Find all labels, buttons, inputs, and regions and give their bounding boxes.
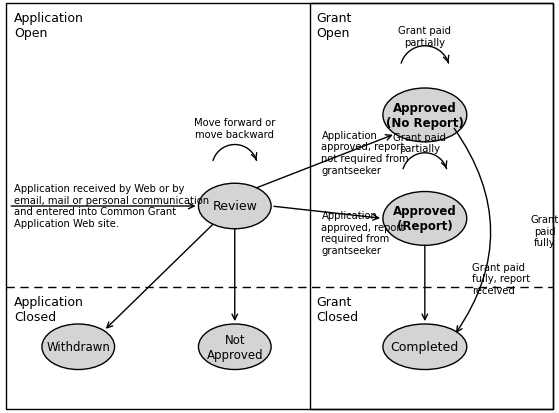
Ellipse shape [383,192,467,246]
Text: Approved
(No Report): Approved (No Report) [386,102,464,130]
Text: Grant
paid
fully: Grant paid fully [531,215,559,248]
Text: Application
approved, report
not required from
grantseeker: Application approved, report not require… [321,131,409,175]
Text: Application received by Web or by
email, mail or personal communication
and ente: Application received by Web or by email,… [14,184,209,228]
Ellipse shape [42,324,115,370]
Bar [310,4,553,409]
Text: Application
Closed: Application Closed [14,295,84,323]
Ellipse shape [383,89,467,142]
Text: Application
Open: Application Open [14,12,84,40]
Text: Grant
Closed: Grant Closed [316,295,358,323]
Ellipse shape [383,324,467,370]
Ellipse shape [198,184,271,229]
Text: Application
approved, report
required from
grantseeker: Application approved, report required fr… [321,211,405,255]
Text: Withdrawn: Withdrawn [46,340,110,354]
Text: Grant paid
partially: Grant paid partially [399,26,451,47]
Ellipse shape [198,324,271,370]
Text: Grant paid
fully, report
received: Grant paid fully, report received [472,262,530,295]
Text: Move forward or
move backward: Move forward or move backward [194,118,276,139]
Text: Grant
Open: Grant Open [316,12,351,40]
Text: Not
Approved: Not Approved [206,333,263,361]
Text: Completed: Completed [391,340,459,354]
Text: Approved
(Report): Approved (Report) [393,205,457,233]
Text: Review: Review [212,200,257,213]
Text: Grant paid
partially: Grant paid partially [393,132,446,154]
